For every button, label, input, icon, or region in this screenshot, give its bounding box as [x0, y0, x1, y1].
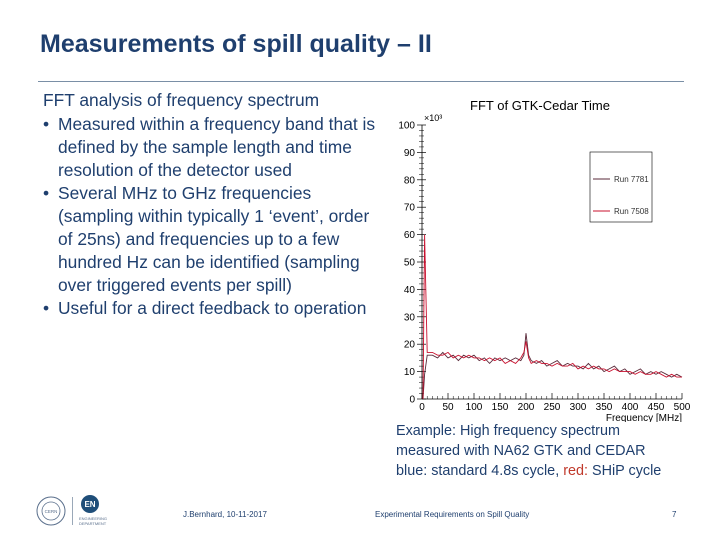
- x-tick-label: 500: [674, 402, 691, 413]
- x-tick-label: 200: [518, 402, 535, 413]
- slide-title: Measurements of spill quality – II: [40, 30, 432, 58]
- y-tick-label: 70: [404, 203, 416, 214]
- bullet-item: Measured within a frequency band that is…: [43, 113, 388, 182]
- x-tick-label: 0: [419, 402, 425, 413]
- en-department-logo-icon: EN ENGINEERING DEPARTMENT: [79, 495, 107, 526]
- en-dept-text-2: DEPARTMENT: [79, 521, 107, 526]
- y-tick-label: 40: [404, 285, 416, 296]
- chart-axes: 0 10 20 30 40 50 60 70 80 90 100 ×10³ 0 50 100 150 200 25…: [398, 113, 690, 422]
- y-tick-label: 100: [398, 121, 415, 132]
- x-tick-label: 250: [544, 402, 561, 413]
- footer-author: J.Bernhard, 10-11-2017: [183, 510, 267, 519]
- caption-blue-text: blue: standard 4.8s cycle,: [396, 463, 564, 479]
- x-tick-label: 450: [648, 402, 665, 413]
- chart-title: FFT of GTK-Cedar Time: [470, 98, 610, 113]
- y-exponent-label: ×10³: [424, 113, 442, 123]
- x-tick-label: 50: [442, 402, 454, 413]
- legend-label: Run 7508: [614, 207, 649, 216]
- cern-logo-icon: CERN: [36, 496, 66, 526]
- footer-event: Experimental Requirements on Spill Quali…: [375, 510, 530, 519]
- y-tick-label: 30: [404, 312, 416, 323]
- chart-series: [422, 234, 683, 400]
- fft-chart: FFT of GTK-Cedar Time 0 10 20 30 40 50 60 70 80 9…: [392, 92, 696, 422]
- bullet-item: Several MHz to GHz frequencies (sampling…: [43, 182, 388, 297]
- caption-red-label: red:: [563, 463, 588, 479]
- y-tick-label: 80: [404, 175, 416, 186]
- intro-line: FFT analysis of frequency spectrum: [43, 90, 320, 110]
- x-axis-title: Frequency [MHz]: [606, 413, 682, 422]
- legend-box: [589, 151, 653, 223]
- caption-line-3: blue: standard 4.8s cycle, red: SHiP cyc…: [396, 461, 706, 481]
- caption-line-2: measured with NA62 GTK and CEDAR: [396, 443, 646, 459]
- figure-caption: Example: High frequency spectrum measure…: [396, 421, 706, 481]
- chart-legend: Run 7781 Run 7508: [589, 151, 653, 223]
- footer-logos: CERN EN ENGINEERING DEPARTMENT: [36, 495, 107, 526]
- x-tick-label: 400: [622, 402, 639, 413]
- y-tick-label: 60: [404, 230, 416, 241]
- title-divider: [38, 81, 684, 82]
- caption-line-1: Example: High frequency spectrum: [396, 423, 620, 439]
- bullet-item: Useful for a direct feedback to operatio…: [43, 297, 388, 320]
- x-tick-label: 150: [492, 402, 509, 413]
- body-text: FFT analysis of frequency spectrum Measu…: [43, 89, 388, 320]
- en-dept-text-1: ENGINEERING: [79, 516, 107, 521]
- cern-logo-text: CERN: [45, 509, 58, 514]
- bullet-list: Measured within a frequency band that is…: [43, 113, 388, 320]
- footer-page-number: 7: [672, 510, 677, 519]
- caption-ship-text: SHiP cycle: [588, 463, 662, 479]
- x-tick-label: 350: [596, 402, 613, 413]
- y-tick-label: 50: [404, 258, 416, 269]
- legend-label: Run 7781: [614, 175, 649, 184]
- x-tick-label: 100: [466, 402, 483, 413]
- x-tick-label: 300: [570, 402, 587, 413]
- y-tick-label: 20: [404, 340, 416, 351]
- y-tick-label: 90: [404, 148, 416, 159]
- logo-separator: [72, 497, 73, 525]
- en-badge-text: EN: [84, 500, 95, 509]
- series-line-run-7508: [422, 234, 682, 400]
- y-tick-label: 10: [404, 367, 416, 378]
- y-tick-label: 0: [409, 395, 415, 406]
- chart-background: [392, 92, 696, 422]
